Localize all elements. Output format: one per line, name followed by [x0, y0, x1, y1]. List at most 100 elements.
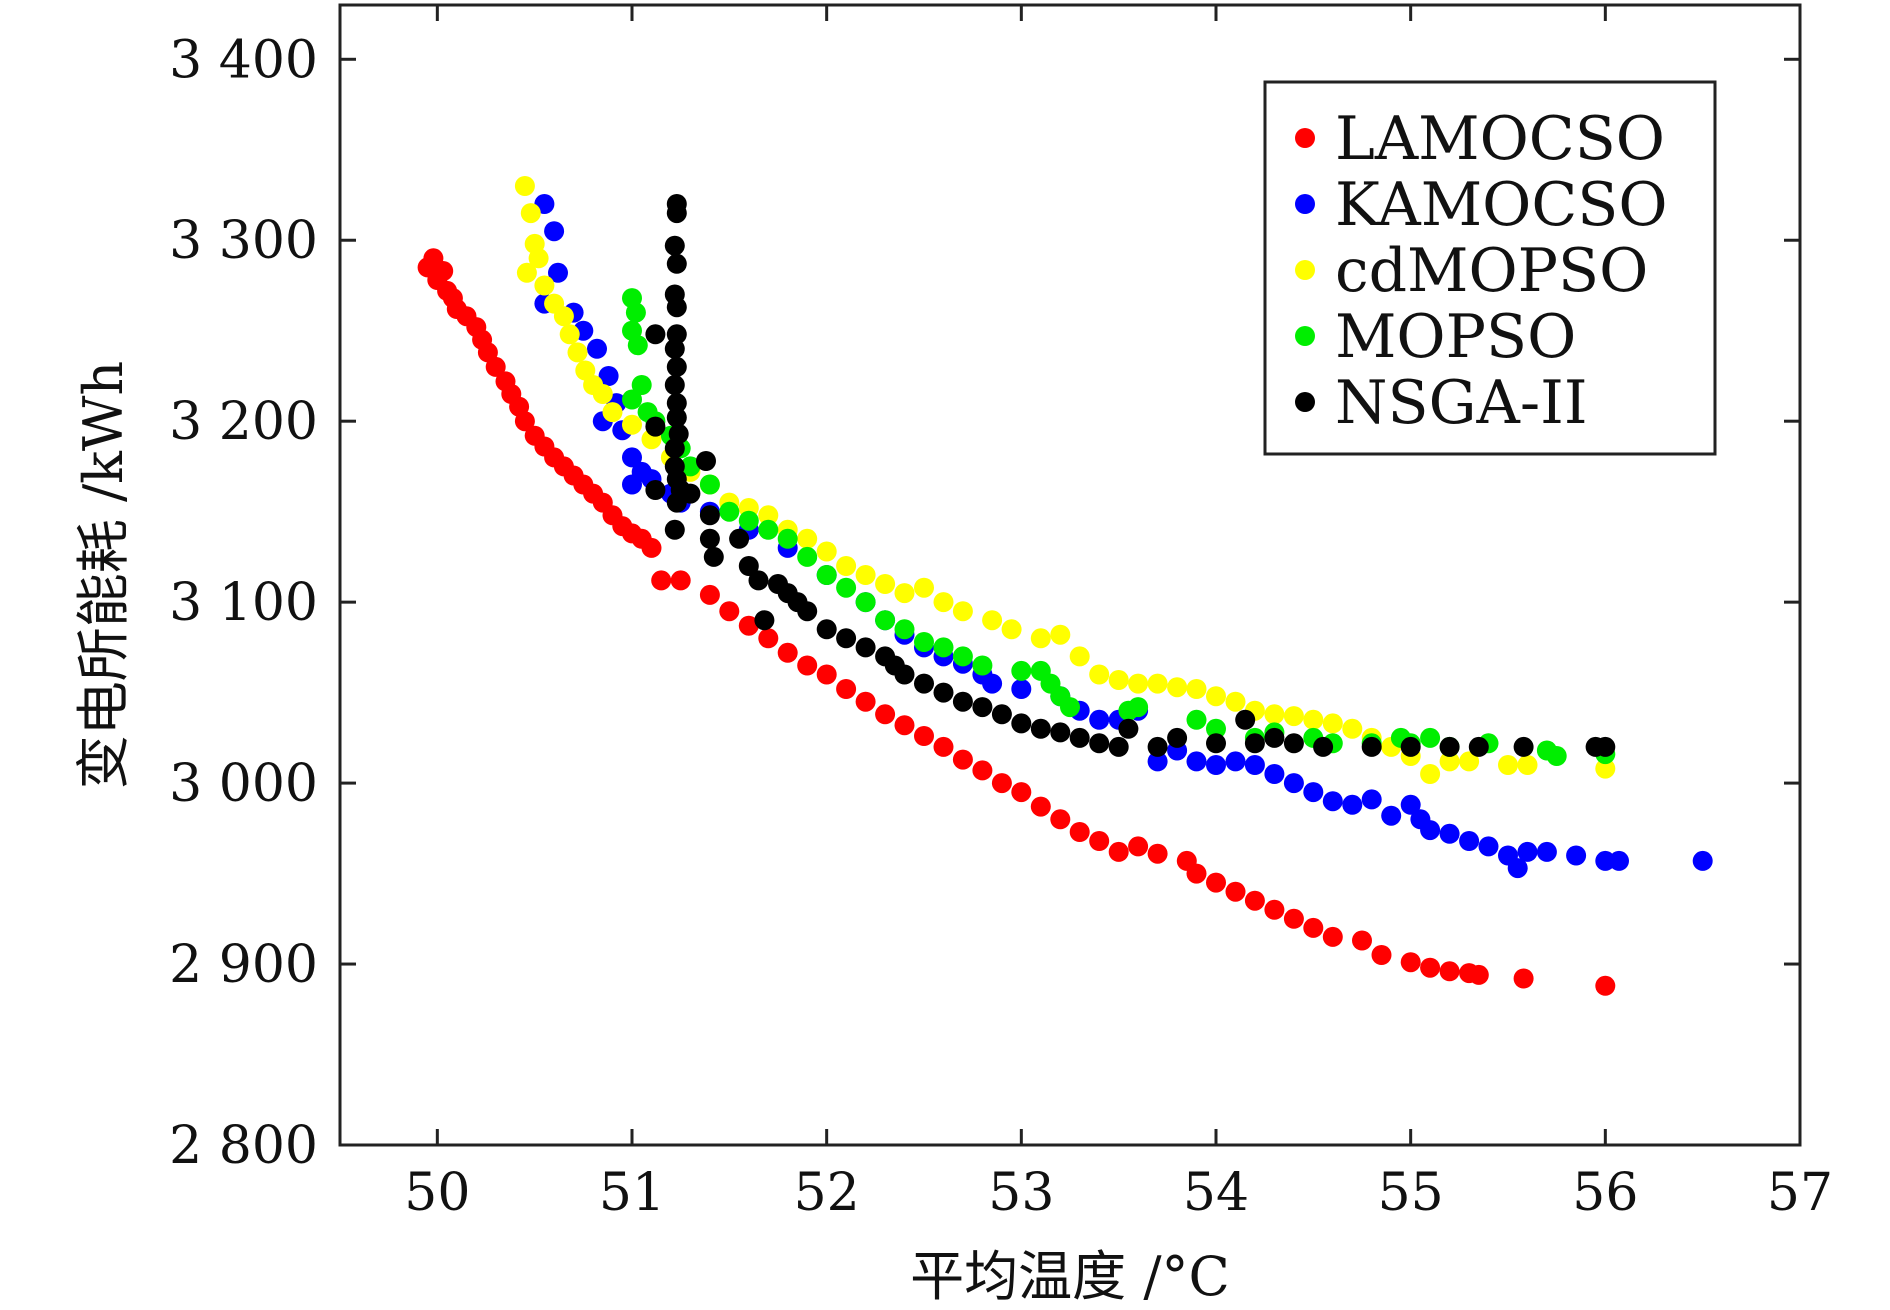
data-point: [1439, 961, 1460, 982]
series-nsga-ii: [645, 194, 1616, 757]
data-point: [914, 577, 934, 598]
x-tick-label: 56: [1572, 1163, 1638, 1223]
data-point: [1030, 628, 1051, 649]
data-point: [1303, 709, 1324, 730]
data-point: [1313, 736, 1334, 757]
data-point: [1536, 841, 1557, 862]
data-point: [699, 528, 720, 549]
data-point: [622, 389, 642, 410]
data-point: [875, 704, 896, 725]
data-point: [699, 584, 720, 605]
data-point: [1439, 736, 1460, 757]
data-point: [836, 577, 857, 598]
data-point: [544, 221, 565, 242]
data-point: [1206, 872, 1226, 893]
data-point: [1089, 709, 1110, 730]
data-point: [1507, 858, 1528, 879]
data-point: [972, 760, 993, 781]
data-point: [933, 682, 954, 703]
x-tick-label: 51: [599, 1163, 665, 1223]
data-point: [664, 375, 685, 395]
legend-label: cdMOPSO: [1335, 236, 1648, 306]
data-point: [1546, 746, 1567, 766]
y-tick-label: 2 900: [169, 935, 318, 995]
data-point: [719, 501, 740, 522]
data-point: [972, 697, 993, 718]
data-point: [666, 393, 687, 414]
data-point: [1128, 673, 1149, 694]
legend-marker: [1295, 392, 1315, 412]
data-point: [1118, 718, 1139, 739]
data-point: [1186, 751, 1207, 772]
data-point: [514, 411, 535, 432]
data-point: [933, 736, 954, 757]
data-point: [485, 356, 506, 377]
data-point: [645, 480, 666, 500]
y-tick-label: 3 100: [169, 573, 318, 633]
y-axis-label: 变电所能耗 /kWh: [72, 361, 135, 789]
data-point: [1609, 850, 1629, 871]
data-point: [1186, 679, 1207, 699]
data-point: [1459, 831, 1480, 851]
data-point: [1459, 751, 1480, 772]
data-point: [1244, 890, 1265, 911]
data-point: [1206, 686, 1226, 707]
x-tick-label: 50: [404, 1163, 470, 1223]
series-cdmopso: [514, 176, 1616, 784]
legend-marker: [1295, 194, 1315, 214]
data-point: [1342, 718, 1363, 739]
data-point: [758, 628, 779, 649]
data-point: [587, 338, 607, 359]
data-point: [1468, 736, 1489, 757]
data-point: [664, 338, 685, 359]
x-axis-label: 平均温度 /°C: [910, 1245, 1230, 1308]
data-point: [433, 261, 454, 281]
legend-label: MOPSO: [1335, 302, 1576, 372]
data-point: [894, 664, 915, 685]
data-point: [754, 610, 775, 631]
data-point: [1595, 736, 1616, 757]
data-point: [1595, 758, 1616, 779]
y-tick-label: 2 800: [169, 1116, 318, 1176]
series-mopso: [622, 288, 1616, 766]
data-point: [670, 570, 691, 591]
data-point: [1361, 789, 1382, 810]
data-point: [1225, 881, 1246, 902]
data-point: [1352, 930, 1372, 951]
data-point: [836, 556, 857, 576]
data-point: [982, 673, 1003, 694]
plot-frame: [338, 3, 1802, 1147]
data-point: [738, 556, 759, 576]
data-point: [1322, 926, 1343, 947]
data-point: [1050, 722, 1071, 743]
data-point: [933, 592, 954, 613]
data-point: [758, 519, 779, 540]
data-point: [520, 203, 541, 224]
data-point: [696, 451, 716, 471]
data-point: [1498, 755, 1518, 775]
data-point: [1517, 755, 1538, 775]
axis-ticks: [340, 5, 1802, 1147]
data-point: [797, 601, 818, 622]
data-point: [991, 773, 1012, 794]
data-point: [1420, 820, 1441, 841]
x-tick-label: 54: [1183, 1163, 1249, 1223]
data-point: [1361, 736, 1382, 757]
data-point: [1342, 794, 1363, 815]
data-point: [627, 335, 648, 356]
data-point: [982, 610, 1003, 631]
data-point: [1001, 619, 1022, 640]
data-point: [914, 673, 934, 694]
legend-label: KAMOCSO: [1335, 170, 1668, 240]
data-point: [933, 637, 954, 658]
data-point: [797, 546, 818, 567]
data-point: [1381, 805, 1402, 826]
data-point: [625, 302, 646, 323]
data-point: [894, 715, 915, 736]
data-point: [991, 704, 1012, 725]
data-point: [1513, 968, 1534, 989]
data-point: [1517, 841, 1538, 862]
